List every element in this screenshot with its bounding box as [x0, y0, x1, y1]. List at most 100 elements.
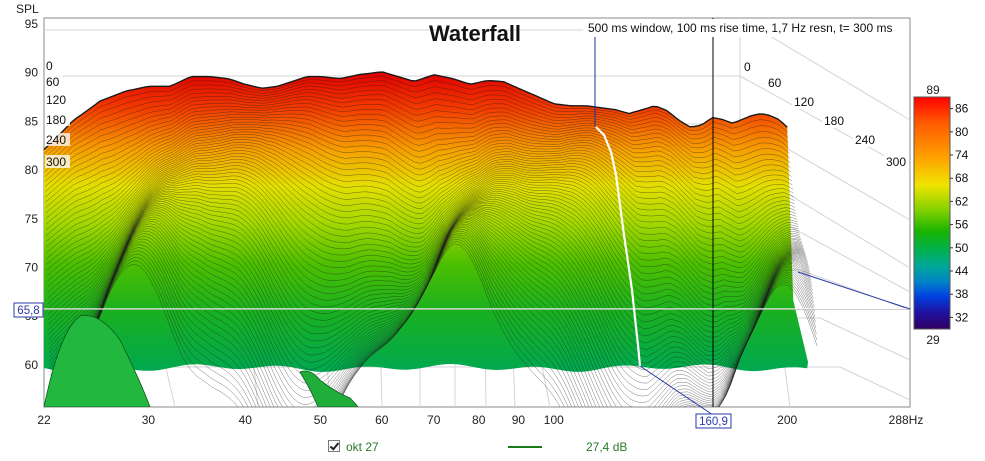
decay-slice-line [47, 155, 800, 293]
cursor-x-readout: 160,9 [695, 413, 732, 429]
y-tick-label: 90 [25, 66, 39, 80]
decay-slice-line [50, 208, 809, 385]
y-axis-label: SPL [16, 2, 39, 16]
decay-slice-line [46, 139, 797, 259]
decay-slice-line [48, 175, 802, 326]
decay-slice-line [48, 179, 803, 331]
decay-slice-line [47, 168, 801, 315]
waterfall-surface [44, 71, 818, 407]
chart-title: Waterfall [429, 21, 521, 46]
decay-slice-line [48, 188, 804, 345]
legend-series-value: 27,4 dB [586, 440, 628, 454]
colorbar-tick-label: 56 [955, 218, 969, 232]
decay-slice-line [49, 202, 807, 376]
legend-checkbox[interactable] [328, 440, 340, 452]
cursor-time-trace [595, 126, 642, 367]
colorbar-tick-label: 62 [955, 194, 969, 208]
decay-slice-line [45, 113, 793, 203]
decay-slice-line [45, 119, 794, 214]
decay-slice-line [49, 196, 806, 362]
cursor-crosshair [44, 18, 911, 416]
time-tick-left: 0 [46, 59, 53, 73]
decay-slice-line [46, 134, 796, 248]
y-tick-label: 70 [25, 261, 39, 275]
time-tick-left: 120 [46, 93, 66, 107]
x-tick-label: 60 [375, 413, 389, 427]
low-frequency-lobe [299, 370, 359, 407]
time-tick-right: 180 [824, 114, 844, 128]
decay-slice-line [45, 124, 794, 225]
y-tick-label: 85 [25, 114, 39, 128]
time-tick-right: 240 [855, 133, 875, 147]
decay-slice-line [49, 194, 805, 358]
decay-slice-line [47, 158, 800, 299]
time-label-bg [45, 93, 70, 106]
y-tick-label: 60 [25, 358, 39, 372]
time-label-bg [45, 155, 70, 168]
cursor-y-readout: 65,8 [13, 302, 44, 318]
svg-text:160,9: 160,9 [699, 416, 728, 428]
decay-slice-line [48, 172, 802, 320]
decay-slice-line [44, 88, 790, 168]
decay-slice-line [48, 185, 803, 340]
decay-slice-line [46, 136, 796, 253]
time-label-bg [45, 59, 56, 72]
decay-slice-line [48, 192, 805, 354]
time-tick-left: 240 [46, 133, 66, 147]
x-tick-label: 70 [427, 413, 441, 427]
time-tick-right: 60 [768, 76, 782, 90]
decay-slice-line [49, 206, 808, 382]
decay-slice-line [46, 141, 797, 265]
decay-slice-line [47, 150, 799, 282]
colorbar-tick-label: 86 [955, 102, 969, 116]
decay-slice-line [49, 204, 808, 379]
colorbar-tick-label: 38 [955, 287, 969, 301]
y-tick-label: 75 [25, 212, 39, 226]
time-tick-right: 120 [794, 95, 814, 109]
colorbar-ticks: 86 80 74 68 62 56 50 44 38 32 [950, 102, 969, 324]
low-frequency-lobe [44, 315, 151, 407]
colorbar-tick-label: 68 [955, 171, 969, 185]
decay-slice-line [49, 201, 807, 373]
time-label-bg [792, 95, 817, 109]
decay-slice-line [45, 121, 794, 219]
decay-slice-line [45, 126, 795, 231]
x-tick-label: 40 [239, 413, 253, 427]
time-tick-left: 180 [46, 113, 66, 127]
time-tick-left: 60 [46, 75, 60, 89]
decay-slice-line [44, 76, 788, 154]
legend-line-swatch [508, 446, 542, 448]
chart-subtitle: 500 ms window, 100 ms rise time, 1,7 Hz … [588, 21, 892, 35]
x-tick-label: 80 [472, 413, 486, 427]
time-tick-right: 300 [886, 155, 906, 169]
x-tick-label: 22 [37, 413, 51, 427]
time-axis-right: 0 60 120 180 240 300 [742, 60, 909, 169]
time-label-bg [45, 133, 70, 146]
x-tick-label: 288Hz [889, 413, 924, 427]
decay-slice-line [52, 241, 818, 407]
decay-slice-line [44, 99, 791, 182]
time-label-bg [853, 133, 878, 147]
time-label-bg [884, 155, 909, 169]
decay-slice-line [47, 165, 801, 310]
decay-slice-line [45, 106, 792, 192]
time-label-bg [45, 113, 70, 126]
time-label-bg [45, 75, 63, 88]
y-tick-label: 95 [25, 17, 39, 31]
decay-slice-line [47, 162, 800, 305]
decay-slice-line [46, 129, 795, 236]
x-tick-label: 90 [512, 413, 526, 427]
decay-slice-line [49, 197, 806, 366]
svg-text:65,8: 65,8 [17, 305, 39, 317]
x-tick-label: 100 [544, 413, 564, 427]
color-scale-bar: 89 86 80 74 68 62 56 50 44 38 32 29 [913, 83, 969, 347]
colorbar-tick-label: 80 [955, 125, 969, 139]
time-label-bg [822, 114, 847, 128]
x-tick-label: 30 [142, 413, 156, 427]
decay-slice-line [44, 102, 791, 187]
time-label-bg [766, 76, 784, 90]
legend: okt 27 27,4 dB [0, 436, 985, 458]
surface-body [44, 72, 808, 372]
colorbar-tick-label: 32 [955, 310, 969, 324]
decay-slice-line [46, 147, 798, 276]
